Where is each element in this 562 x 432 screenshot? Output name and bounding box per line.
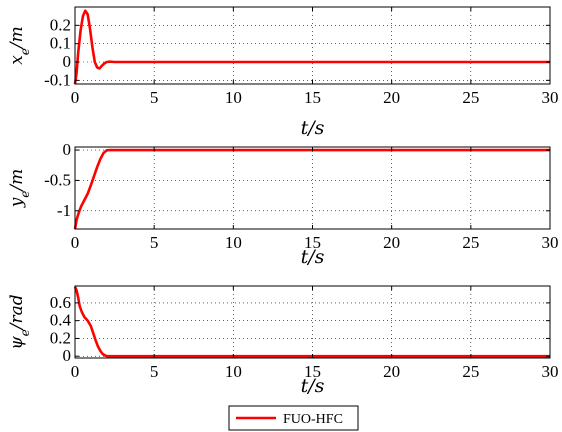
y-tick-label: 0.2 bbox=[50, 328, 71, 347]
x-tick-label: 20 bbox=[383, 88, 400, 107]
x-tick-label: 10 bbox=[225, 88, 242, 107]
y-tick-label: -0.5 bbox=[44, 170, 71, 189]
y-tick-label: 0.2 bbox=[50, 15, 71, 34]
series-line bbox=[73, 148, 550, 230]
x-tick-label: 15 bbox=[304, 362, 321, 381]
subplot-3: 0 5 10 15 20 25 30 0.60.40.20 t/s ψe/rad bbox=[7, 285, 559, 397]
x-tick-label: 20 bbox=[383, 233, 400, 252]
x-tick-label: 0 bbox=[71, 233, 80, 252]
plot-area bbox=[75, 7, 550, 84]
x-tick-label: 25 bbox=[462, 233, 479, 252]
y-tick-label: 0 bbox=[63, 346, 72, 365]
x-tick-label: 30 bbox=[542, 88, 559, 107]
y-axis-label: ψe/rad bbox=[7, 294, 32, 349]
x-axis-label: t/s bbox=[301, 246, 325, 268]
y-tick-label: 0 bbox=[63, 140, 72, 159]
x-tick-label: 15 bbox=[304, 88, 321, 107]
y-tick-label: -1 bbox=[57, 201, 71, 220]
legend: FUO-HFC bbox=[228, 405, 359, 431]
x-tick-label: 30 bbox=[542, 362, 559, 381]
subplot-1: 0 5 10 15 20 25 300.20.10-0.1t/sxe/m bbox=[7, 6, 559, 139]
legend-label: FUO-HFC bbox=[283, 412, 343, 427]
subplot-2: 0 5 10 15 20 25 30 0 -0.5 -1 t/s ye/m bbox=[7, 140, 559, 268]
x-tick-label: 20 bbox=[383, 362, 400, 381]
x-tick-label: 25 bbox=[462, 88, 479, 107]
y-tick-label: 0.1 bbox=[50, 34, 71, 53]
y-tick-label: 0 bbox=[63, 52, 72, 71]
x-tick-label: 10 bbox=[225, 362, 242, 381]
x-tick-label: 5 bbox=[150, 362, 159, 381]
legend-box bbox=[228, 405, 359, 431]
x-tick-label: 25 bbox=[462, 362, 479, 381]
x-tick-label: 0 bbox=[71, 362, 80, 381]
series-line bbox=[73, 286, 550, 358]
x-tick-label: 5 bbox=[150, 88, 159, 107]
x-tick-label: 15 bbox=[304, 233, 321, 252]
y-tick-label: -0.1 bbox=[44, 70, 71, 89]
x-tick-label: 5 bbox=[150, 233, 159, 252]
y-tick-label: 0.4 bbox=[50, 311, 72, 330]
x-axis-label: t/s bbox=[301, 117, 325, 139]
x-tick-label: 30 bbox=[542, 233, 559, 252]
x-tick-label: 10 bbox=[225, 233, 242, 252]
y-axis-label: ye/m bbox=[7, 169, 32, 209]
x-tick-label: 0 bbox=[71, 88, 80, 107]
x-axis-label: t/s bbox=[301, 375, 325, 397]
y-axis-label: xe/m bbox=[7, 26, 32, 65]
series-line bbox=[73, 9, 550, 85]
y-tick-label: 0.6 bbox=[50, 293, 71, 312]
